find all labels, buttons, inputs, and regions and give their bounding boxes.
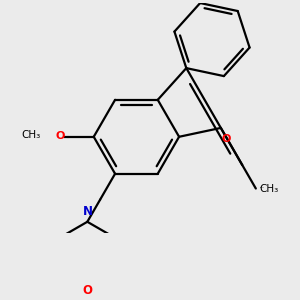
Text: N: N: [83, 205, 93, 218]
Text: O: O: [55, 131, 65, 141]
Text: methyl: methyl: [260, 187, 265, 188]
Text: O: O: [82, 284, 92, 297]
Text: O: O: [221, 134, 231, 144]
Text: CH₃: CH₃: [259, 184, 278, 194]
Text: CH₃: CH₃: [22, 130, 41, 140]
